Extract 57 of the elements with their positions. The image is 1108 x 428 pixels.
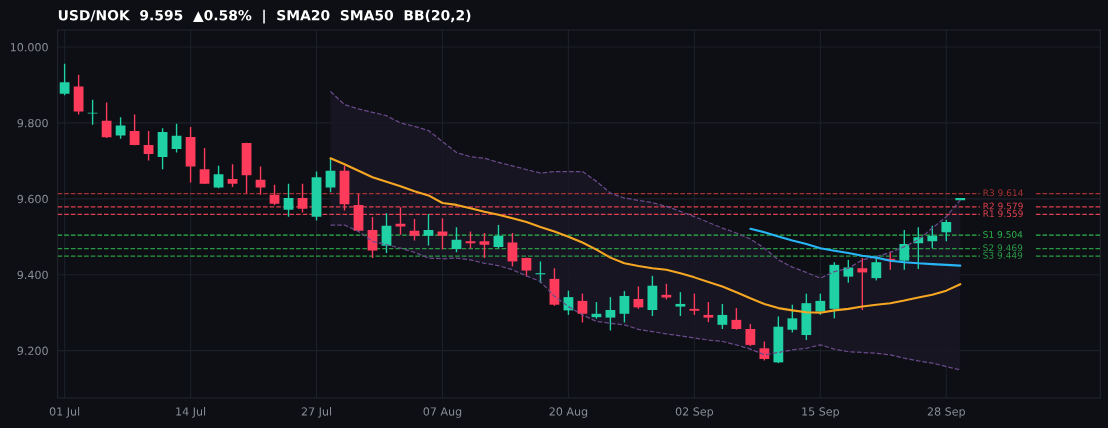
line-series [749, 227, 962, 267]
y-tick-label: 9.200 [17, 346, 48, 355]
y-tick-label: 9.400 [17, 270, 48, 280]
candlestick [269, 184, 280, 206]
line-series [329, 90, 961, 279]
y-tick-label: 10.000 [10, 43, 48, 52]
chart-title: USD/NOK 9.595 ▲0.58% | SMA20 SMA50 BB(20,2) [58, 9, 471, 24]
y-tick-label: 9.600 [17, 194, 48, 204]
candlestick [899, 229, 910, 271]
candlestick [451, 226, 462, 254]
x-tick-label: 28 Sep [927, 407, 965, 418]
candlestick [143, 130, 154, 162]
ref-line-label: R2 9.579 [983, 202, 1023, 210]
candlestick [213, 165, 224, 189]
candlestick [479, 232, 490, 259]
x-tick-label: 27 Jul [301, 407, 332, 418]
candlestick [619, 290, 630, 324]
candlestick [297, 182, 308, 214]
x-tick-label: 15 Sep [802, 407, 840, 418]
candlestick [577, 292, 588, 324]
ref-line-label: S1 9.504 [983, 231, 1023, 238]
candlestick [703, 301, 714, 323]
ref-line-label: R1 9.559 [983, 210, 1023, 217]
candlestick [395, 206, 406, 236]
candlestick [409, 218, 420, 242]
x-tick-label: 07 Aug [423, 407, 462, 418]
x-tick-label: 14 Jul [176, 407, 206, 418]
candlestick [283, 182, 294, 218]
candlestick [227, 163, 238, 188]
candlestick [129, 113, 140, 147]
candlestick [171, 122, 182, 154]
candlestick [675, 291, 686, 317]
candlestick [787, 303, 798, 334]
candlestick [815, 292, 826, 316]
x-tick-label: 20 Aug [549, 407, 588, 418]
candlestick [731, 307, 742, 331]
x-tick-label: 02 Sep [675, 407, 714, 418]
candlestick [857, 257, 868, 311]
candlestick [59, 63, 70, 96]
candlestick [745, 323, 756, 347]
candlestick [423, 213, 434, 247]
line-series [329, 224, 961, 371]
candlestick [717, 303, 728, 330]
ref-line-label: S3 9.449 [983, 251, 1023, 259]
y-tick-label: 9.800 [17, 118, 48, 128]
candlestick [843, 259, 854, 284]
line-series [329, 157, 962, 314]
candlestick [199, 147, 210, 185]
candlestick [507, 232, 518, 268]
candlestick [941, 218, 952, 243]
candlestick [605, 296, 616, 332]
ref-line-label: S2 9.469 [983, 244, 1023, 252]
x-tick-label: 01 Jul [49, 407, 80, 418]
candlestick [437, 217, 448, 250]
candlestick [759, 340, 770, 362]
candlestick [689, 292, 700, 316]
ref-line-label: R3 9.614 [983, 189, 1023, 197]
